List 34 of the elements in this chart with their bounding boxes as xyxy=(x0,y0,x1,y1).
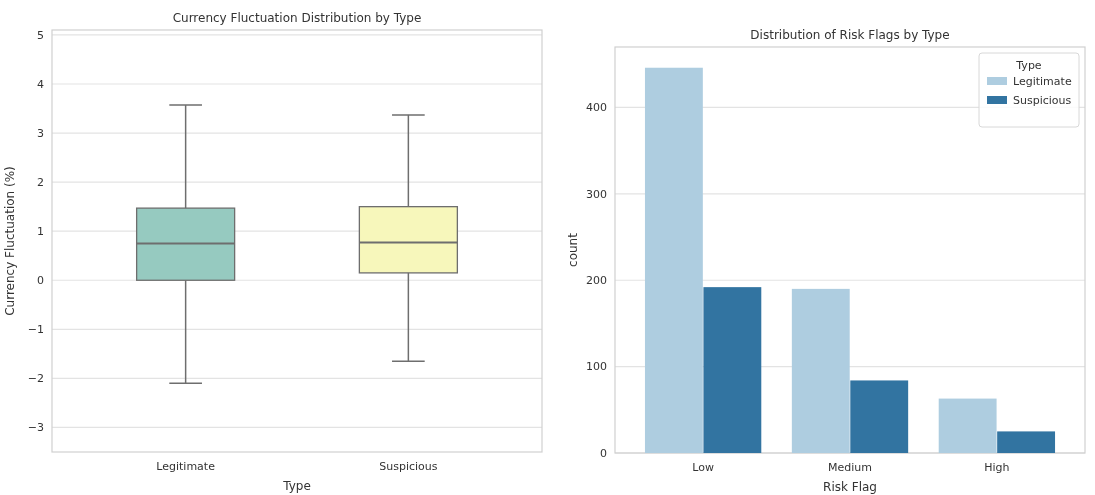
bar xyxy=(644,67,703,453)
y-tick-label: 2 xyxy=(37,175,44,189)
legend-label: Suspicious xyxy=(1013,93,1072,107)
y-tick-label: 100 xyxy=(586,360,607,374)
chart-title: Currency Fluctuation Distribution by Type xyxy=(172,11,422,25)
legend-label: Legitimate xyxy=(1013,74,1072,88)
bar xyxy=(850,380,909,453)
x-tick-label: Low xyxy=(692,461,714,474)
bar xyxy=(997,431,1056,453)
y-tick-label: −3 xyxy=(27,421,44,435)
y-tick-label: 5 xyxy=(37,28,44,42)
y-tick-label: −2 xyxy=(27,372,44,386)
y-tick-label: 4 xyxy=(37,77,44,91)
y-tick-label: 0 xyxy=(37,274,44,288)
chart-title: Distribution of Risk Flags by Type xyxy=(750,28,950,42)
legend-title: Type xyxy=(1015,59,1042,72)
x-tick-label: High xyxy=(984,461,1010,474)
y-tick-label: 1 xyxy=(37,225,44,239)
y-axis-title: count xyxy=(566,232,580,267)
x-axis-title: Risk Flag xyxy=(823,480,877,494)
bar xyxy=(791,288,850,453)
x-tick-label: Suspicious xyxy=(379,460,438,473)
bar xyxy=(703,287,762,453)
x-axis-title: Type xyxy=(282,479,311,493)
y-tick-label: 300 xyxy=(586,187,607,201)
x-tick-label: Medium xyxy=(828,461,872,474)
bar xyxy=(938,398,997,453)
y-tick-label: −1 xyxy=(27,323,44,337)
x-tick-label: Legitimate xyxy=(156,460,216,473)
y-tick-label: 3 xyxy=(37,126,44,140)
y-tick-label: 0 xyxy=(600,446,607,460)
y-axis-title: Currency Fluctuation (%) xyxy=(3,166,17,316)
y-tick-label: 200 xyxy=(586,274,607,288)
y-tick-label: 400 xyxy=(586,101,607,115)
